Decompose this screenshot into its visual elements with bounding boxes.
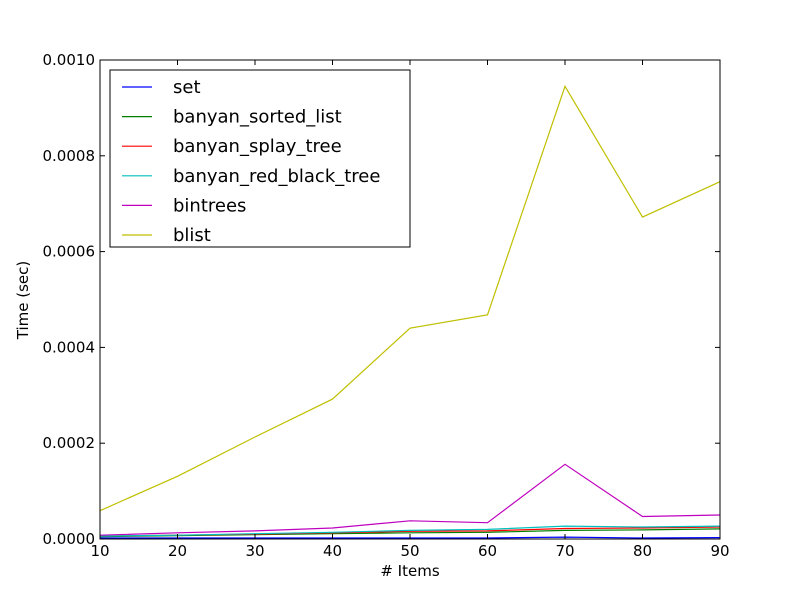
legend-box [109, 69, 411, 248]
series-line-blist [99, 84, 721, 512]
legend-label-banyan-sorted-list: banyan_sorted_list [173, 107, 342, 128]
x-tick-label: 60 [478, 542, 497, 560]
x-tick-label: 10 [90, 542, 109, 560]
y-tick-label: 0.0000 [43, 530, 96, 548]
y-tick-label: 0.0010 [43, 51, 96, 69]
legend-label-banyan-red-black-tree: banyan_red_black_tree [173, 166, 380, 187]
y-tick-label: 0.0002 [43, 434, 96, 452]
x-tick-label: 50 [400, 542, 419, 560]
x-tick-label: 70 [555, 542, 574, 560]
x-tick-label: 30 [245, 542, 264, 560]
y-tick-label: 0.0008 [43, 147, 96, 165]
y-tick-label: 0.0006 [43, 243, 96, 261]
legend-label-set: set [173, 77, 201, 98]
y-tick-label: 0.0004 [43, 338, 96, 356]
x-tick-label: 40 [323, 542, 342, 560]
x-tick-label: 20 [168, 542, 187, 560]
legend-label-blist: blist [173, 225, 211, 246]
series-line-bintrees [99, 463, 721, 536]
legend-label-bintrees: bintrees [173, 195, 246, 216]
axis-ticks: 10 20 30 40 50 60 70 80 90 0.0000 0.0002 0.0004 0.00… [43, 51, 730, 560]
plot-frame [99, 59, 721, 540]
x-axis-label: # Items [380, 562, 439, 580]
series-line-banyan-red-black-tree [99, 525, 721, 537]
x-tick-label: 90 [710, 542, 729, 560]
legend: set banyan_sorted_list banyan_splay_treeba… [109, 69, 411, 248]
legend-label-banyan-splay-tree: banyan_splay_tree [173, 136, 342, 157]
x-tick-label: 80 [633, 542, 652, 560]
y-axis-label: Time (sec) [14, 261, 32, 340]
